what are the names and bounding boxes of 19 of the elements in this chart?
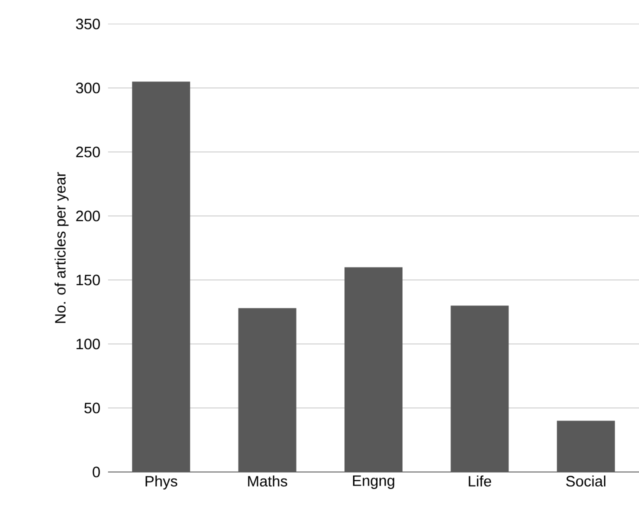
bar	[238, 308, 296, 472]
y-tick-label: 0	[92, 466, 100, 478]
bar	[450, 306, 509, 472]
y-tick-label: 100	[76, 338, 100, 350]
y-tick-label: 200	[76, 210, 100, 222]
y-tick-label: 300	[76, 82, 100, 94]
x-tick-label: Maths	[248, 476, 288, 487]
x-tick-label: Engng	[353, 476, 394, 489]
y-axis-title: No. of articles per year	[54, 172, 69, 323]
bar	[556, 420, 615, 472]
x-tick-label: Social	[566, 476, 606, 487]
bar	[344, 267, 403, 472]
bar	[132, 82, 190, 472]
y-tick-label: 350	[76, 18, 100, 30]
x-tick-label: Phys	[146, 476, 178, 490]
y-tick-label: 250	[76, 146, 100, 158]
y-tick-label: 150	[76, 274, 100, 286]
y-tick-label: 50	[84, 402, 100, 414]
x-tick-label: Life	[468, 476, 492, 487]
